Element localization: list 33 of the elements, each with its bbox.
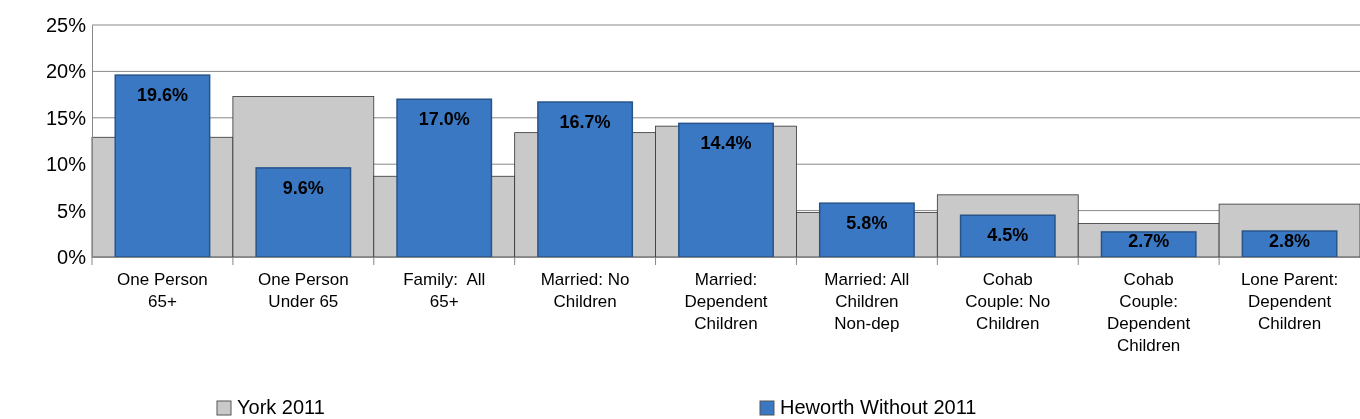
x-tick-label: Married: All Children Non-dep [824,270,910,334]
legend-label: Heworth Without 2011 [780,396,977,418]
y-tick-label: 25% [45,13,87,36]
data-label: 2.7% [1128,231,1170,251]
y-tick-label: 15% [45,106,87,129]
data-label: 4.5% [987,225,1029,246]
data-label: 14.4% [700,133,752,154]
bar [678,122,774,258]
x-tick-label: Married: No Children [540,270,630,312]
x-tick-label: Family: All 65+ [403,270,486,312]
x-tick-label: Married: Dependent Children [684,270,768,334]
x-tick-label: Lone Parent: Dependent Children [1240,270,1339,334]
bar [959,214,1056,258]
data-label: 17.0% [418,109,470,130]
data-label: 5.8% [846,213,888,234]
x-tick-label: Cohab Couple: Dependent Children [1107,270,1191,356]
bar [818,202,915,258]
y-tick-label: 0% [57,245,87,268]
y-tick-label: 5% [57,199,87,222]
y-tick-label: 10% [45,153,87,176]
bar [396,98,493,258]
x-tick-label: One Person 65+ [117,270,208,312]
data-label: 2.8% [1269,231,1311,251]
legend-label: York 2011 [237,396,325,418]
bar [537,101,634,258]
y-tick-label: 20% [45,60,87,83]
data-label: 16.7% [559,112,611,133]
x-tick-label: One Person Under 65 [257,270,349,312]
bar [114,74,211,258]
bar [255,167,352,258]
data-label: 19.6% [136,85,188,106]
data-label: 9.6% [282,177,324,198]
x-tick-label: Cohab Couple: No Children [965,270,1051,334]
